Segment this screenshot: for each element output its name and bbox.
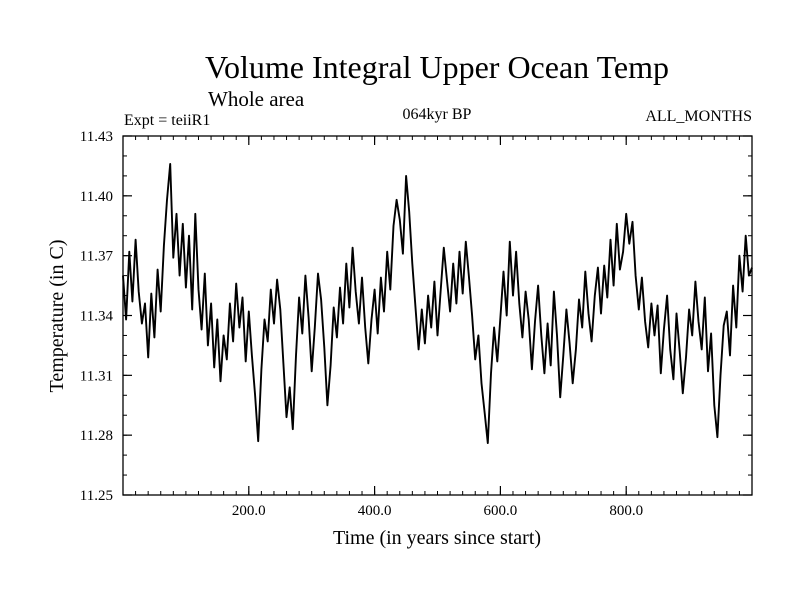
x-axis-label: Time (in years since start) (333, 527, 541, 549)
y-tick-label: 11.34 (80, 309, 114, 325)
y-axis-label: Temperature (in C) (46, 240, 68, 393)
plot-axes: 200.0 400.0 600.0 800.0 11.25 11.28 11.31 11.34… (80, 129, 753, 519)
period-label: 064kyr BP (403, 106, 472, 123)
y-tick-label: 11.43 (80, 129, 113, 145)
experiment-label: Expt = teiiR1 (124, 112, 210, 129)
chart-title: Volume Integral Upper Ocean Temp (205, 49, 669, 85)
months-label: ALL_MONTHS (645, 108, 752, 125)
temperature-series-line (122, 162, 753, 445)
y-tick-label: 11.25 (80, 488, 113, 504)
x-tick-label: 600.0 (484, 503, 518, 519)
y-tick-label: 11.28 (80, 428, 113, 444)
y-tick-label: 11.31 (80, 368, 113, 384)
chart-subtitle: Whole area (208, 87, 305, 111)
x-tick-label: 200.0 (232, 503, 266, 519)
x-tick-label: 800.0 (609, 503, 643, 519)
y-tick-label: 11.37 (80, 249, 114, 265)
x-tick-label: 400.0 (358, 503, 392, 519)
y-tick-label: 11.40 (80, 189, 113, 205)
